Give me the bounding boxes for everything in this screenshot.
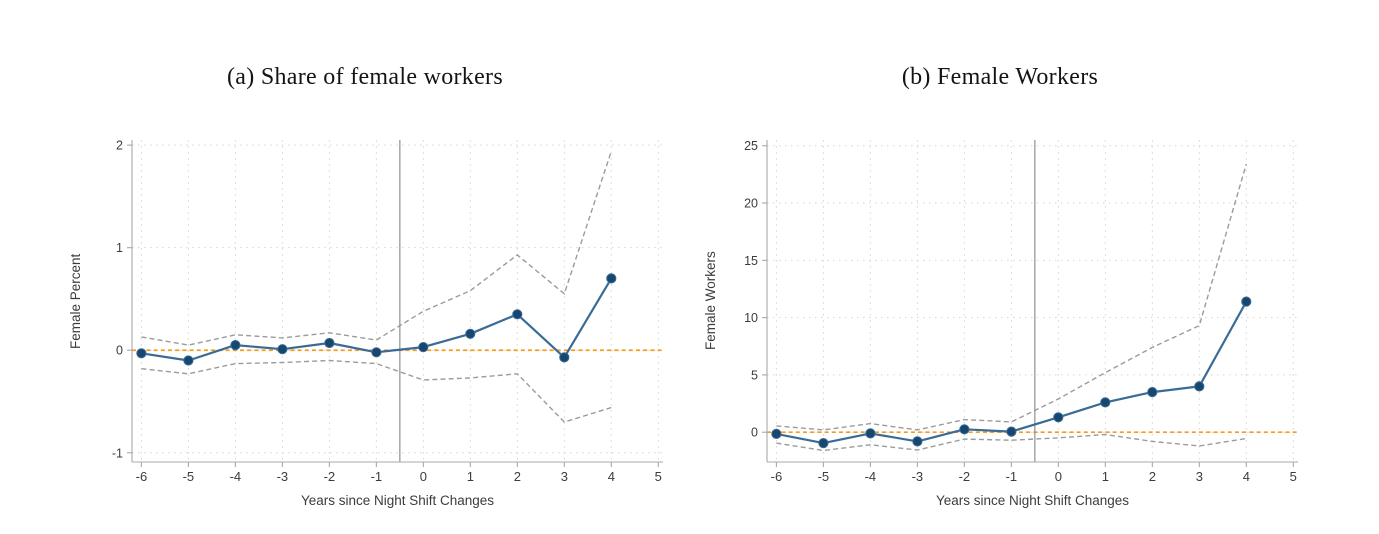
x-tick-label: 5 [1290,469,1297,484]
estimate-marker [1194,381,1205,392]
estimate-marker [818,438,829,449]
estimate-markers [136,273,617,366]
estimate-marker [371,347,382,358]
estimate-marker [1053,412,1064,423]
x-tick-label: 1 [1102,469,1109,484]
estimate-marker [559,352,570,363]
axes: 0 5 10 15 20 25 -6 -5 -4 -3 -2 -1 0 1 2 3 4 5 [744,139,1298,484]
estimate-marker [1006,426,1017,437]
y-tick-label: 20 [744,197,758,211]
panel-a-caption: (a) Share of female workers [227,64,503,90]
estimate-line [776,301,1248,445]
y-tick-label: 10 [744,311,758,325]
y-tick-label: 0 [751,426,758,440]
x-tick-label: 5 [655,469,662,484]
x-tick-label: -5 [818,469,830,484]
x-tick-label: -2 [959,469,971,484]
x-tick-label: 2 [1149,469,1156,484]
x-tick-label: 3 [1196,469,1203,484]
panel-a-chart: -1 0 1 2 -6 -5 -4 -3 -2 -1 0 1 2 3 4 5 [112,139,663,484]
y-tick-label: 2 [116,139,123,153]
estimate-marker [136,348,147,359]
estimate-marker [512,309,523,320]
panel-b-caption: (b) Female Workers [901,64,1099,90]
estimate-marker [1100,397,1111,408]
y-tick-label: 1 [116,241,123,255]
gridlines [767,140,1298,462]
estimate-marker [1147,387,1158,398]
estimate-marker [324,337,335,349]
x-tick-label: -2 [324,469,336,484]
estimate-marker [865,428,876,439]
estimate-marker [959,424,970,435]
x-tick-label: 2 [514,469,521,484]
panel-a-x-axis-title: Years since Night Shift Changes [300,493,495,508]
panel-a: (a) Share of female workers Female Perce… [60,55,670,530]
x-tick-label: -6 [136,469,148,484]
gridlines [132,140,663,462]
estimate-marker [418,342,429,353]
estimate-markers [771,296,1252,449]
confidence-interval-line [141,359,612,423]
x-tick-label: -4 [865,469,877,484]
estimate-marker [1241,296,1252,307]
confidence-interval-line [776,433,1247,452]
estimate-marker [277,344,288,355]
estimate-marker [912,436,923,447]
x-tick-label: -3 [912,469,924,484]
x-tick-label: 0 [420,469,427,484]
y-tick-label: 15 [744,254,758,268]
x-tick-label: 1 [467,469,474,484]
panel-b-chart: 0 5 10 15 20 25 -6 -5 -4 -3 -2 -1 0 1 2 3 4 5 [744,139,1298,484]
x-tick-label: -4 [230,469,242,484]
x-tick-label: 4 [608,469,615,484]
x-tick-label: -1 [371,469,383,484]
x-tick-label: -3 [277,469,289,484]
y-tick-label: 0 [116,344,123,358]
y-tick-label: 5 [751,368,758,382]
x-tick-label: -5 [183,469,195,484]
y-tick-label: 25 [744,139,758,153]
x-tick-label: 0 [1055,469,1062,484]
estimate-marker [230,340,241,351]
y-tick-label: -1 [112,446,123,460]
x-tick-label: -1 [1006,469,1018,484]
x-tick-label: 4 [1243,469,1250,484]
confidence-interval-line [776,163,1247,431]
estimate-marker [606,273,617,284]
x-tick-label: 3 [561,469,568,484]
axes: -1 0 1 2 -6 -5 -4 -3 -2 -1 0 1 2 3 4 5 [112,139,663,484]
estimate-marker [465,328,476,339]
panel-b-x-axis-title: Years since Night Shift Changes [935,493,1130,508]
estimate-marker [183,355,194,366]
panel-b: (b) Female Workers Female Workers 0 5 10 15… [695,55,1305,530]
estimate-marker [771,428,782,439]
x-tick-label: -6 [771,469,783,484]
